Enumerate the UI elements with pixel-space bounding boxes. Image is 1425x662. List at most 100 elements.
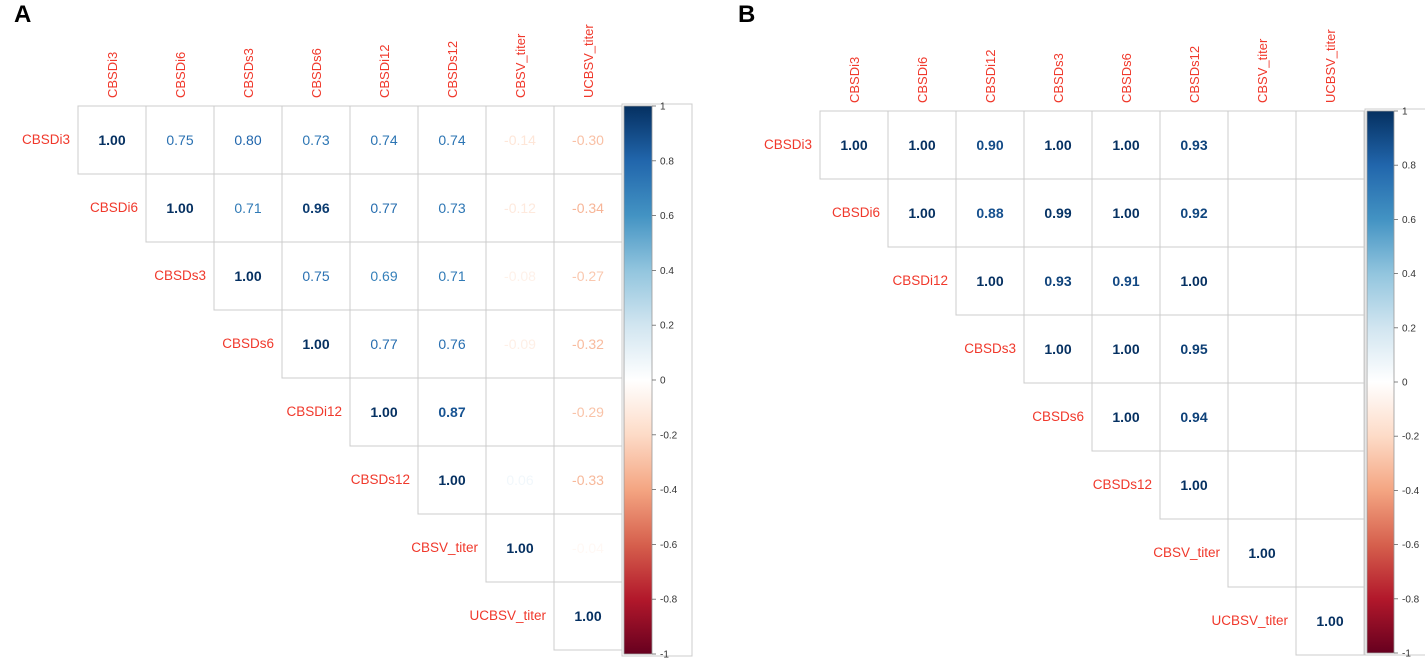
matrix-cell bbox=[281, 241, 351, 311]
cell-value: 0.75 bbox=[302, 268, 329, 284]
colorbar-tick-label: 0.4 bbox=[1402, 269, 1416, 280]
matrix-cell bbox=[1091, 246, 1161, 316]
cell-value: 1.00 bbox=[1180, 273, 1207, 289]
colorbar-tick-label: -0.6 bbox=[1402, 540, 1420, 551]
matrix-cell bbox=[1227, 314, 1297, 384]
cell-value: 1.00 bbox=[98, 132, 125, 148]
colorbar-tick-label: -0.2 bbox=[660, 430, 678, 441]
matrix-cell bbox=[485, 377, 555, 447]
matrix-cell bbox=[1159, 382, 1229, 452]
matrix-cell bbox=[887, 178, 957, 248]
cell-value: 0.90 bbox=[976, 137, 1003, 153]
cell-value: -0.14 bbox=[504, 132, 536, 148]
column-label: CBSV_titer bbox=[1255, 38, 1270, 103]
matrix-cell bbox=[1159, 450, 1229, 520]
matrix-cell bbox=[1091, 314, 1161, 384]
colorbar-tick-label: -0.4 bbox=[660, 485, 678, 496]
matrix-cell bbox=[553, 581, 623, 651]
cell-value: 1.00 bbox=[166, 200, 193, 216]
matrix-cell bbox=[1295, 110, 1365, 180]
column-label: CBSDs3 bbox=[241, 48, 256, 98]
column-label: CBSDi12 bbox=[377, 45, 392, 98]
cell-value: 0.77 bbox=[370, 200, 397, 216]
cell-value: 1.00 bbox=[506, 540, 533, 556]
cell-value: 0.06 bbox=[506, 472, 533, 488]
matrix-cell bbox=[1295, 382, 1365, 452]
cell-value: 1.00 bbox=[1112, 409, 1139, 425]
cell-value: 1.00 bbox=[1044, 137, 1071, 153]
matrix-cell bbox=[1159, 314, 1229, 384]
cell-value: -0.12 bbox=[504, 200, 536, 216]
panel-b-correlation-matrix: B CBSDi3 CBSDi6 CBSDi12 CBSDs3 CBSDs6 CBSDs12 C… bbox=[738, 1, 1425, 660]
row-label: CBSDs6 bbox=[1032, 409, 1084, 424]
panel-label: B bbox=[738, 1, 755, 28]
cell-value: 0.87 bbox=[438, 404, 465, 420]
colorbar-tick-label: 0.4 bbox=[660, 266, 674, 277]
colorbar bbox=[623, 105, 653, 655]
panel-label: A bbox=[14, 1, 31, 28]
cell-value: 0.80 bbox=[234, 132, 261, 148]
matrix-cell bbox=[417, 377, 487, 447]
matrix-cell bbox=[1227, 450, 1297, 520]
column-label: CBSDi3 bbox=[847, 57, 862, 103]
row-label: CBSDs6 bbox=[222, 336, 274, 351]
matrix-cell bbox=[1159, 110, 1229, 180]
matrix-cell bbox=[485, 241, 555, 311]
cell-value: 0.75 bbox=[166, 132, 193, 148]
colorbar-tick-label: 0.2 bbox=[1402, 323, 1416, 334]
cell-value: -0.09 bbox=[504, 336, 536, 352]
cell-value: 0.93 bbox=[1180, 137, 1207, 153]
cell-value: 1.00 bbox=[574, 608, 601, 624]
matrix-cell bbox=[485, 513, 555, 583]
colorbar-tick-label: -0.6 bbox=[660, 540, 678, 551]
column-label: CBSV_titer bbox=[513, 33, 528, 98]
colorbar-frame bbox=[1364, 108, 1425, 656]
matrix-cell bbox=[281, 309, 351, 379]
cell-value: 0.71 bbox=[234, 200, 261, 216]
column-label: CBSDs3 bbox=[1051, 53, 1066, 103]
cell-value: 1.00 bbox=[370, 404, 397, 420]
cell-value: -0.27 bbox=[572, 268, 604, 284]
row-label: CBSDi12 bbox=[286, 404, 342, 419]
cell-value: 0.95 bbox=[1180, 341, 1207, 357]
matrix-cell bbox=[955, 246, 1025, 316]
colorbar-tick-label: -0.4 bbox=[1402, 486, 1420, 497]
cell-value: 0.93 bbox=[1044, 273, 1071, 289]
column-label: CBSDs6 bbox=[309, 48, 324, 98]
matrix-cell bbox=[1295, 518, 1365, 588]
colorbar-tick-label: 1 bbox=[660, 102, 666, 113]
matrix-cell bbox=[553, 105, 623, 175]
cell-value: 0.76 bbox=[438, 336, 465, 352]
colorbar-tick-label: 0.6 bbox=[660, 211, 674, 222]
colorbar-tick-label: 0 bbox=[1402, 378, 1408, 389]
colorbar-tick-label: 0.8 bbox=[1402, 161, 1416, 172]
cell-value: 1.00 bbox=[438, 472, 465, 488]
cell-value: 1.00 bbox=[1112, 137, 1139, 153]
cell-value: 1.00 bbox=[1248, 545, 1275, 561]
row-label: CBSDi3 bbox=[22, 132, 70, 147]
matrix-cell bbox=[1159, 178, 1229, 248]
matrix-cell bbox=[1227, 382, 1297, 452]
cell-value: 1.00 bbox=[908, 137, 935, 153]
colorbar-frame bbox=[621, 103, 693, 657]
column-label: CBSDi3 bbox=[105, 52, 120, 98]
row-label: CBSDi3 bbox=[764, 137, 812, 152]
matrix-cell bbox=[213, 241, 283, 311]
colorbar-tick-label: -1 bbox=[660, 650, 669, 661]
row-label: CBSDi6 bbox=[832, 205, 880, 220]
row-label: UCBSV_titer bbox=[469, 608, 546, 623]
cell-value: -0.33 bbox=[572, 472, 604, 488]
cell-value: 0.94 bbox=[1180, 409, 1207, 425]
matrix-cell bbox=[1295, 450, 1365, 520]
matrix-cell bbox=[213, 105, 283, 175]
cell-value: 1.00 bbox=[1044, 341, 1071, 357]
matrix-cell bbox=[1227, 178, 1297, 248]
column-label: CBSDs12 bbox=[445, 41, 460, 98]
matrix-cell bbox=[955, 178, 1025, 248]
row-label: CBSV_titer bbox=[1153, 545, 1220, 560]
matrix-cell bbox=[819, 110, 889, 180]
cell-value: 1.00 bbox=[302, 336, 329, 352]
column-label: CBSDi6 bbox=[173, 52, 188, 98]
matrix-cell bbox=[77, 105, 147, 175]
cell-value: 1.00 bbox=[234, 268, 261, 284]
